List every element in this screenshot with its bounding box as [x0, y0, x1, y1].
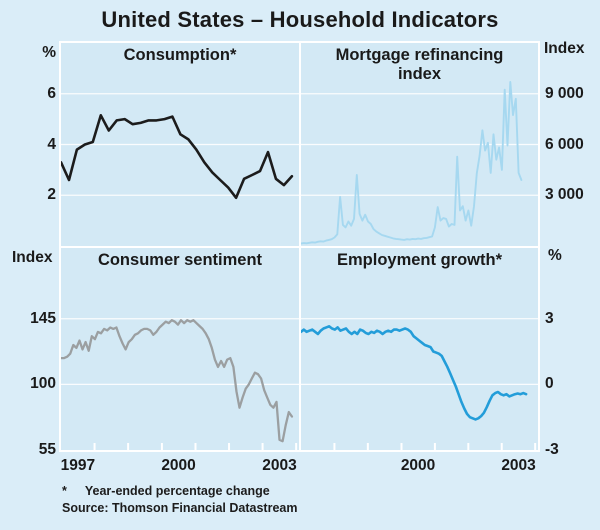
- panel-plot-mortgage: [301, 80, 538, 245]
- panel-title-employment: Employment growth*: [336, 251, 502, 269]
- panel-title-sentiment: Consumer sentiment: [97, 251, 263, 269]
- panel-plot-consumption: [61, 93, 299, 200]
- y-tick-label-mortgage: 3 000: [545, 186, 584, 204]
- footnote-marker: *: [62, 484, 67, 498]
- x-tick-label-2000: 2000: [161, 457, 196, 474]
- footnote-text: Year-ended percentage change: [84, 484, 270, 498]
- y-tick-label-sentiment: 145: [30, 309, 56, 327]
- series-sentiment: [61, 319, 294, 443]
- y-tick-label-mortgage: 9 000: [545, 84, 584, 102]
- x-tick-label-1997: 1997: [60, 457, 96, 474]
- y-tick-label-employment: 3: [545, 309, 554, 327]
- y-tick-label-employment: -3: [545, 441, 559, 458]
- axis-unit-top-left: %: [42, 44, 56, 61]
- panel-title-mortgage: Mortgage refinancing index: [335, 46, 504, 83]
- panel-employment: Employment growth*: [299, 246, 540, 452]
- y-tick-label-consumption: 4: [47, 135, 56, 153]
- panel-title-consumption: Consumption*: [123, 46, 237, 64]
- panel-plot-sentiment: [61, 318, 299, 450]
- y-tick-label-consumption: 2: [47, 186, 56, 204]
- source-note: Source: Thomson Financial Datastream: [62, 501, 298, 515]
- panel-consumption: Consumption*: [59, 41, 301, 248]
- footnote: * Year-ended percentage change: [62, 484, 270, 498]
- panel-mortgage: Mortgage refinancing index: [299, 41, 540, 248]
- panel-sentiment: Consumer sentiment: [59, 246, 301, 452]
- chart-title: United States – Household Indicators: [101, 7, 499, 32]
- series-mortgage: [301, 80, 523, 245]
- x-tick-label-2000: 2000: [400, 457, 436, 474]
- series-employment: [301, 325, 528, 421]
- panel-plot-employment: [301, 318, 538, 450]
- y-tick-label-consumption: 6: [47, 84, 56, 102]
- x-tick-label-2003: 2003: [501, 457, 536, 474]
- y-tick-label-mortgage: 6 000: [545, 135, 584, 153]
- y-tick-label-employment: 0: [545, 375, 554, 393]
- axis-unit-top-right: Index: [544, 40, 585, 57]
- y-tick-label-sentiment: 55: [38, 441, 56, 458]
- y-tick-label-sentiment: 100: [30, 375, 56, 393]
- axis-unit-bottom-right: %: [548, 247, 562, 264]
- x-tick-label-2003: 2003: [262, 457, 297, 474]
- axis-unit-bottom-left: Index: [12, 249, 53, 266]
- series-consumption: [61, 114, 294, 200]
